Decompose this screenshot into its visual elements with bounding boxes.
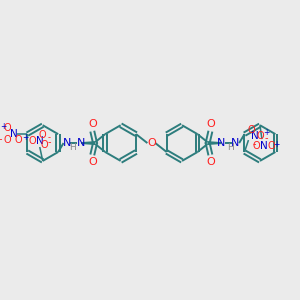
Text: N: N bbox=[10, 129, 17, 139]
Text: O: O bbox=[4, 135, 11, 145]
Text: O: O bbox=[206, 157, 215, 167]
Text: O: O bbox=[267, 141, 275, 151]
Text: N: N bbox=[77, 138, 86, 148]
Text: -: - bbox=[0, 134, 2, 144]
Text: -: - bbox=[252, 139, 256, 149]
Text: N: N bbox=[260, 141, 268, 151]
Text: O: O bbox=[14, 135, 22, 145]
Text: N: N bbox=[250, 131, 258, 141]
Text: -: - bbox=[47, 134, 50, 142]
Text: O: O bbox=[88, 119, 97, 129]
Text: +: + bbox=[274, 140, 280, 148]
Text: N: N bbox=[217, 138, 226, 148]
Text: O: O bbox=[28, 136, 36, 146]
Text: +: + bbox=[0, 122, 7, 131]
Text: +: + bbox=[23, 133, 29, 142]
Text: H: H bbox=[69, 142, 76, 152]
Text: N: N bbox=[63, 138, 72, 148]
Text: O: O bbox=[206, 119, 215, 129]
Text: O: O bbox=[248, 125, 255, 135]
Text: O: O bbox=[252, 141, 260, 151]
Text: O: O bbox=[147, 138, 156, 148]
Text: O: O bbox=[39, 130, 46, 140]
Text: O: O bbox=[88, 157, 97, 167]
Text: -: - bbox=[265, 133, 268, 143]
Text: O: O bbox=[4, 123, 11, 133]
Text: N: N bbox=[36, 136, 44, 146]
Text: +: + bbox=[263, 128, 269, 137]
Text: N: N bbox=[231, 138, 239, 148]
Text: H: H bbox=[227, 142, 234, 152]
Text: O: O bbox=[256, 131, 264, 141]
Text: -: - bbox=[48, 137, 51, 147]
Text: O: O bbox=[41, 140, 49, 150]
